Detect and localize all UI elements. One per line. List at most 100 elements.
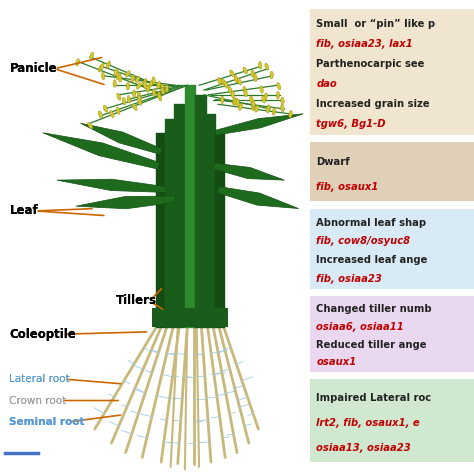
Ellipse shape (265, 63, 269, 70)
Text: Impaired Lateral roc: Impaired Lateral roc (316, 393, 431, 403)
Ellipse shape (132, 90, 136, 98)
Ellipse shape (157, 91, 161, 99)
Text: lrt2, fib, osaux1, e: lrt2, fib, osaux1, e (316, 418, 420, 428)
Text: Abnormal leaf shap: Abnormal leaf shap (316, 218, 426, 228)
Ellipse shape (289, 110, 292, 118)
Ellipse shape (272, 108, 276, 115)
Ellipse shape (262, 96, 265, 103)
Ellipse shape (76, 59, 80, 66)
Text: Increased leaf ange: Increased leaf ange (316, 255, 428, 265)
Ellipse shape (220, 96, 224, 104)
Ellipse shape (100, 63, 104, 70)
Polygon shape (152, 308, 228, 327)
Ellipse shape (116, 73, 120, 80)
Text: Dwarf: Dwarf (316, 156, 350, 166)
Ellipse shape (244, 89, 247, 97)
Text: Crown root: Crown root (9, 395, 67, 406)
Text: Changed tiller numb: Changed tiller numb (316, 304, 432, 314)
Text: Tillers: Tillers (116, 294, 157, 308)
Text: Small  or “pin” like p: Small or “pin” like p (316, 19, 435, 29)
Ellipse shape (224, 81, 228, 88)
Ellipse shape (258, 62, 262, 69)
Ellipse shape (101, 72, 105, 80)
Ellipse shape (158, 93, 162, 101)
Ellipse shape (110, 110, 114, 118)
Text: Panicle: Panicle (9, 62, 57, 75)
Ellipse shape (161, 84, 164, 91)
Text: fib, osiaa23: fib, osiaa23 (316, 274, 382, 284)
Ellipse shape (243, 67, 247, 74)
Polygon shape (215, 114, 303, 135)
Text: Tillers: Tillers (116, 294, 157, 308)
Ellipse shape (125, 71, 130, 77)
FancyBboxPatch shape (310, 142, 474, 201)
Ellipse shape (231, 91, 235, 98)
Ellipse shape (132, 104, 137, 110)
Polygon shape (218, 187, 299, 209)
Ellipse shape (260, 86, 264, 93)
FancyBboxPatch shape (310, 9, 474, 135)
Ellipse shape (136, 76, 139, 83)
FancyBboxPatch shape (310, 296, 474, 372)
Ellipse shape (252, 100, 255, 108)
Ellipse shape (114, 69, 118, 76)
Ellipse shape (228, 86, 232, 94)
Ellipse shape (234, 98, 238, 105)
FancyBboxPatch shape (310, 209, 474, 289)
FancyBboxPatch shape (310, 379, 474, 462)
Polygon shape (43, 133, 160, 169)
Ellipse shape (234, 75, 237, 83)
Ellipse shape (116, 107, 120, 114)
Ellipse shape (266, 106, 270, 113)
Polygon shape (81, 123, 162, 155)
Ellipse shape (251, 70, 255, 77)
Ellipse shape (277, 82, 281, 90)
Polygon shape (57, 179, 166, 192)
Ellipse shape (254, 74, 257, 82)
Ellipse shape (157, 81, 160, 89)
Polygon shape (213, 163, 284, 180)
Ellipse shape (218, 77, 221, 85)
Text: Coleoptile: Coleoptile (9, 328, 76, 341)
Text: fib, cow8/osyuc8: fib, cow8/osyuc8 (316, 237, 410, 246)
Ellipse shape (243, 86, 247, 94)
Ellipse shape (161, 87, 164, 94)
Text: dao: dao (316, 79, 337, 89)
Text: Seminal root: Seminal root (9, 417, 85, 427)
Ellipse shape (266, 105, 270, 112)
Text: fib, osaux1: fib, osaux1 (316, 182, 379, 192)
Ellipse shape (88, 122, 93, 129)
Ellipse shape (236, 99, 239, 107)
Ellipse shape (152, 89, 155, 96)
Ellipse shape (255, 105, 259, 112)
Ellipse shape (165, 85, 168, 92)
Ellipse shape (270, 71, 273, 79)
Ellipse shape (98, 65, 102, 72)
Ellipse shape (137, 91, 141, 99)
Ellipse shape (229, 70, 235, 77)
Text: osaux1: osaux1 (316, 357, 356, 367)
Text: Lateral root: Lateral root (9, 374, 70, 384)
Polygon shape (76, 196, 175, 209)
Text: Crown root: Crown root (9, 395, 67, 406)
Ellipse shape (107, 61, 110, 68)
Ellipse shape (126, 82, 129, 90)
Ellipse shape (90, 52, 94, 59)
Ellipse shape (122, 98, 126, 105)
Ellipse shape (117, 93, 121, 100)
Text: Leaf: Leaf (9, 204, 38, 218)
Ellipse shape (137, 82, 141, 89)
Ellipse shape (264, 93, 267, 100)
Ellipse shape (149, 80, 153, 87)
Ellipse shape (251, 103, 255, 110)
Text: osiaa6, osiaa11: osiaa6, osiaa11 (316, 322, 404, 332)
Text: Parthenocarpic see: Parthenocarpic see (316, 59, 425, 69)
Text: tgw6, Bg1-D: tgw6, Bg1-D (316, 119, 386, 129)
Ellipse shape (131, 75, 135, 82)
Text: fib, osiaa23, lax1: fib, osiaa23, lax1 (316, 39, 413, 49)
Ellipse shape (221, 79, 226, 85)
Text: Panicle: Panicle (9, 62, 57, 75)
Text: osiaa13, osiaa23: osiaa13, osiaa23 (316, 443, 411, 453)
Ellipse shape (127, 96, 131, 103)
Text: Seminal root: Seminal root (9, 417, 85, 427)
